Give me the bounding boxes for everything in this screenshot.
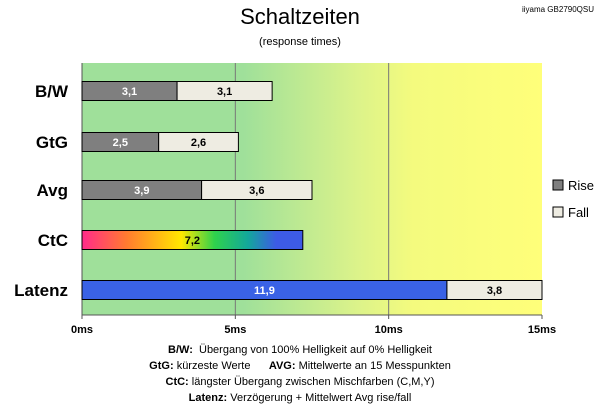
- bar-fall: [158, 132, 239, 152]
- note-ctc: CtC: längster Übergang zwischen Mischfar…: [0, 374, 600, 390]
- legend-label-rise: Rise: [568, 178, 594, 193]
- bar-rise-label: 2,5: [113, 137, 128, 149]
- category-label: CtC: [38, 231, 68, 250]
- note-ctc-text: längster Übergang zwischen Mischfarben (…: [191, 376, 435, 388]
- category-label: GtG: [36, 133, 68, 152]
- bar-latency-fall-label: 3,8: [487, 285, 502, 297]
- note-bw-key: B/W:: [168, 344, 193, 356]
- bar-fall: [201, 180, 313, 200]
- bar-fall-label: 3,1: [217, 86, 232, 98]
- note-avg-key: AVG:: [268, 360, 296, 372]
- legend-label-fall: Fall: [568, 205, 589, 220]
- chart-notes: B/W: Übergang von 100% Helligkeit auf 0%…: [0, 342, 600, 406]
- note-gtg-key: GtG:: [149, 360, 174, 372]
- note-latency-text: Verzögerung + Mittelwert Avg rise/fall: [230, 392, 412, 404]
- bar-ctc-label: 7,2: [185, 235, 200, 247]
- chart-title: Schaltzeiten: [240, 4, 360, 29]
- note-gtg-text: kürzeste Werte: [176, 360, 251, 372]
- note-gtg-avg: GtG: kürzeste Werte AVG: Mittelwerte an …: [0, 358, 600, 374]
- chart-subtitle: (response times): [259, 36, 341, 48]
- note-avg-text: Mittelwerte an 15 Messpunkten: [298, 360, 451, 372]
- x-tick-label: 10ms: [375, 324, 403, 336]
- bar-ctc: [81, 230, 304, 250]
- note-latency-key: Latenz:: [188, 392, 228, 404]
- legend-swatch-fall: [552, 206, 564, 218]
- bar-rise-label: 3,1: [122, 86, 137, 98]
- note-bw: B/W: Übergang von 100% Helligkeit auf 0%…: [0, 342, 600, 358]
- x-tick-label: 5ms: [224, 324, 246, 336]
- bar-fall: [176, 81, 273, 101]
- x-tick-label: 15ms: [528, 324, 556, 336]
- note-latency: Latenz: Verzögerung + Mittelwert Avg ris…: [0, 390, 600, 406]
- x-tick-label: 0ms: [71, 324, 93, 336]
- bar-latency-fall: [446, 280, 543, 300]
- note-bw-text: Übergang von 100% Helligkeit auf 0% Hell…: [199, 344, 432, 356]
- category-label: Latenz: [14, 281, 68, 300]
- category-label: Avg: [37, 181, 69, 200]
- bar-rise-label: 3,9: [134, 185, 149, 197]
- bar-fall-label: 2,6: [191, 137, 206, 149]
- bar-fall-label: 3,6: [249, 185, 264, 197]
- bar-latency-label: 11,9: [254, 285, 275, 297]
- legend-swatch-rise: [552, 179, 564, 191]
- category-label: B/W: [35, 82, 69, 101]
- monitor-model: iiyama GB2790QSU: [521, 5, 594, 14]
- note-ctc-key: CtC:: [165, 376, 189, 388]
